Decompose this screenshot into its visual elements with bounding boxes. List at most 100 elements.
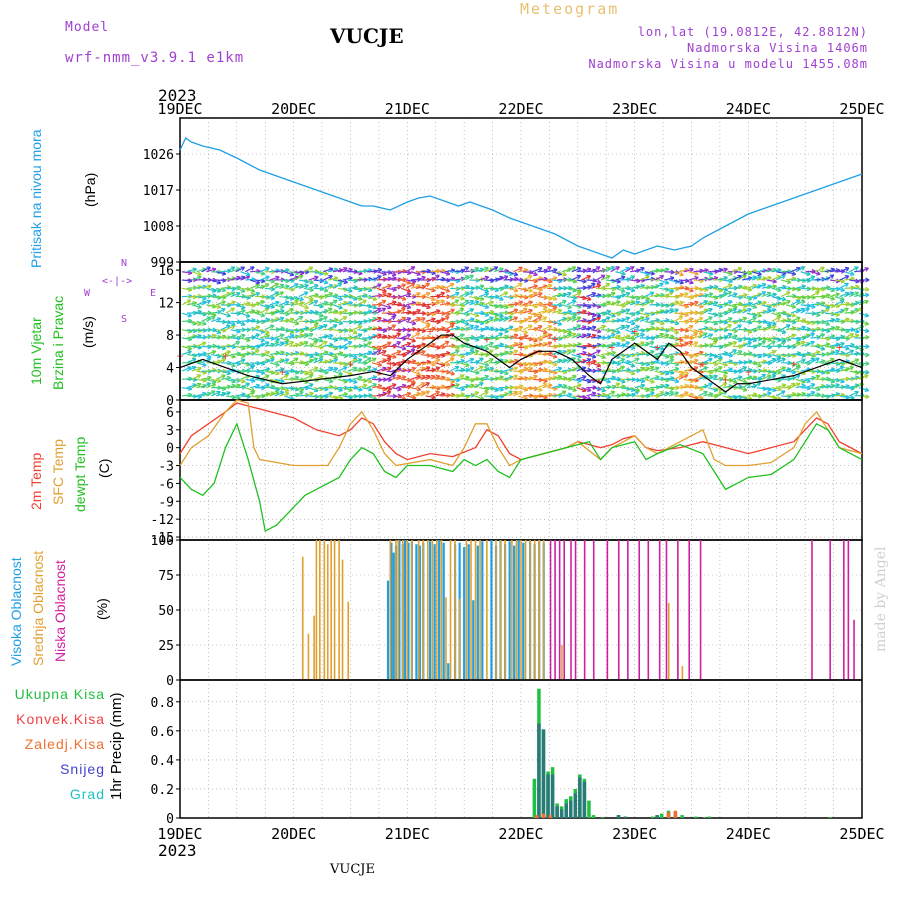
wind-arrow <box>347 353 358 359</box>
wind-arrow <box>220 286 231 289</box>
wind-arrow <box>245 387 255 392</box>
wind-arrow-head <box>255 282 260 285</box>
wind-arrow-head <box>387 307 392 310</box>
wind-arrow-head <box>251 266 255 271</box>
wind-arrow-head <box>553 364 558 367</box>
wind-arrow-head <box>314 390 319 393</box>
wind-arrow <box>347 296 358 301</box>
wind-arrow-head <box>387 388 392 392</box>
wind-arrow <box>342 370 353 376</box>
wind-arrow-head <box>193 358 197 363</box>
wind-arrow <box>196 285 207 289</box>
wind-arrow-head <box>261 354 266 358</box>
wind-arrow <box>274 291 284 298</box>
wind-arrow <box>211 295 222 299</box>
wind-arrow-head <box>338 322 343 326</box>
wind-arrow-head <box>621 273 626 276</box>
wind-arrow-head <box>509 305 514 309</box>
wind-arrow <box>245 278 256 281</box>
wind-arrow <box>240 302 251 306</box>
wind-arrow <box>323 334 334 339</box>
wind-arrow-head <box>222 280 227 283</box>
wind-arrow <box>235 393 246 397</box>
wind-arrow-head <box>187 289 193 292</box>
wind-arrow-head <box>382 273 387 276</box>
wind-arrow <box>206 369 217 372</box>
wind-arrow <box>215 345 226 350</box>
wind-arrow-head <box>212 350 217 355</box>
wind-arrow-head <box>431 364 436 367</box>
wind-arrow-field <box>181 266 870 401</box>
wind-arrow <box>254 343 265 347</box>
wind-arrow <box>230 329 241 333</box>
wind-arrow-head <box>358 289 363 293</box>
wind-arrow <box>342 362 353 366</box>
wind-arrow <box>313 325 324 331</box>
legend-snow: Snijeg <box>60 761 105 777</box>
wind-arrow <box>279 370 290 375</box>
wind-arrow <box>308 276 319 281</box>
wind-arrow <box>230 362 241 365</box>
wind-arrow <box>264 304 275 308</box>
wind-arrow-head <box>338 330 344 334</box>
wind-arrow-head <box>207 370 212 374</box>
wind-arrow <box>264 358 275 364</box>
wind-arrow <box>327 299 338 306</box>
wind-arrow <box>196 352 207 356</box>
wind-arrow <box>337 267 348 273</box>
wind-arrow <box>250 326 260 331</box>
wind-arrow <box>255 362 266 365</box>
wind-arrow <box>269 337 280 341</box>
wind-arrow-head <box>250 291 255 293</box>
wind-arrow-head <box>552 356 558 359</box>
wind-arrow <box>303 353 314 358</box>
wind-arrow <box>264 385 275 389</box>
wind-arrow-head <box>202 314 207 317</box>
wind-arrow-head <box>324 316 328 321</box>
wind-arrow-head <box>261 363 266 366</box>
wind-arrow-head <box>266 375 270 379</box>
wind-arrow-head <box>216 282 221 285</box>
wind-arrow-head <box>187 388 193 392</box>
wind-arrow-head <box>411 281 417 284</box>
wind-arrow-head <box>236 363 241 367</box>
product-title: Meteogram <box>520 0 620 18</box>
wind-arrow-head <box>304 373 309 376</box>
wind-arrow <box>186 358 197 364</box>
wind-arrow <box>308 324 318 331</box>
wind-arrow <box>230 395 241 399</box>
wind-arrow-head <box>377 364 382 367</box>
wind-arrow <box>303 370 314 375</box>
wind-arrow-head <box>222 301 226 305</box>
wind-arrow <box>308 311 319 314</box>
coordinates: lon,lat (19.0812E, 42.8812N) <box>637 25 868 39</box>
wind-arrow-head <box>309 356 314 359</box>
wind-arrow-head <box>300 302 305 306</box>
wind-arrow-head <box>241 359 246 363</box>
wind-arrow-head <box>192 355 197 358</box>
wind-arrow <box>211 378 222 382</box>
wind-arrow-head <box>207 346 212 350</box>
wind-arrow-head <box>290 280 295 283</box>
wind-arrow-head <box>587 306 592 309</box>
wind-arrow-head <box>587 381 592 384</box>
wind-arrow-head <box>290 289 295 292</box>
wind-arrow-head <box>193 279 198 283</box>
wind-arrow-head <box>348 341 353 346</box>
wind-arrow-head <box>265 332 270 335</box>
wind-arrow-head <box>557 323 562 326</box>
wind-arrow-head <box>270 280 275 284</box>
wind-arrow-head <box>222 374 226 379</box>
wind-arrow-head <box>266 283 270 288</box>
wind-arrow <box>293 387 304 391</box>
wind-arrow <box>337 362 348 366</box>
wind-arrow <box>196 320 207 325</box>
wind-arrow <box>323 344 334 347</box>
wind-arrow-head <box>314 323 319 326</box>
wind-arrow <box>313 353 324 358</box>
y-tick-label: 1017 <box>143 184 174 199</box>
wind-arrow-head <box>372 299 377 302</box>
wind-arrow-head <box>207 382 211 387</box>
wind-arrow-head <box>221 356 226 359</box>
